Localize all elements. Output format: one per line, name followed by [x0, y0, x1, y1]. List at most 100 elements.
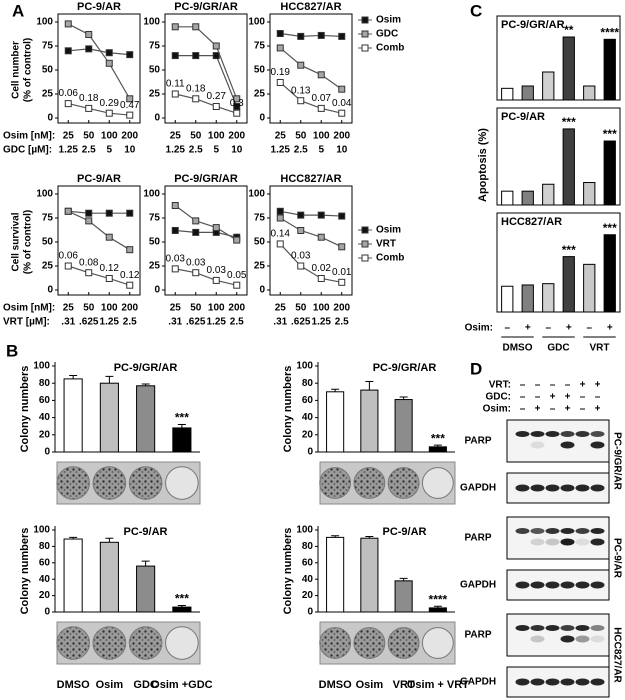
x-tick-label: .31: [168, 317, 182, 328]
x-row-label: Osim [nM]:: [3, 303, 55, 314]
data-point: [233, 281, 241, 289]
data-point: [233, 109, 241, 117]
x-tick-label: 50: [83, 303, 95, 314]
x-tick-label: 1.25: [271, 145, 291, 156]
bar: [326, 536, 345, 613]
error-bar: [105, 537, 114, 543]
x-tick-label: 1.25: [166, 145, 186, 156]
data-point: [64, 262, 72, 270]
chart-title: PC-9/AR: [501, 111, 545, 123]
data-point: [192, 228, 200, 236]
x-tick-label: 1.25: [59, 145, 79, 156]
data-point: [126, 246, 134, 254]
panel-label: B: [6, 341, 18, 360]
ci-label: 0.18: [186, 83, 206, 94]
y-tick-label: 50: [42, 237, 54, 248]
series-line: [68, 210, 130, 214]
colony-plate: [92, 626, 127, 660]
treatment-sign: –: [550, 404, 556, 415]
data-point: [233, 102, 241, 110]
band: [560, 625, 575, 631]
band-label: PARP: [464, 630, 491, 641]
error-bar: [365, 536, 374, 539]
x-tick-label: 5: [106, 145, 112, 156]
error-bar: [399, 577, 408, 581]
band: [575, 528, 590, 534]
y-tick-label: 60: [302, 395, 314, 406]
bar: [394, 580, 413, 613]
y-tick-label: 40: [302, 412, 314, 423]
bar: [603, 140, 616, 206]
y-tick-label: 0: [307, 607, 313, 618]
data-point: [85, 269, 93, 277]
band-label: GAPDH: [460, 677, 496, 688]
y-tick-label: 0: [154, 113, 160, 124]
x-tick-label: 100: [101, 303, 118, 314]
error-bar: [331, 388, 340, 392]
data-point: [126, 95, 134, 103]
y-tick-label: 100: [143, 189, 160, 200]
error-bar: [69, 536, 78, 540]
series-line: [68, 265, 130, 286]
x-tick-label: 100: [101, 131, 118, 142]
band: [560, 441, 575, 449]
significance: ****: [429, 592, 448, 606]
x-tick-label: 25: [275, 303, 287, 314]
band: [530, 431, 545, 437]
x-tick-label: 50: [190, 303, 202, 314]
y-tick-label: 80: [39, 378, 51, 389]
ci-label: 0.12: [100, 263, 120, 274]
x-tick-label: 50: [295, 303, 307, 314]
data-point: [338, 212, 346, 220]
data-point: [233, 95, 241, 103]
data-point: [126, 281, 134, 289]
band: [515, 678, 530, 686]
treatment-sign: +: [580, 380, 586, 391]
band: [545, 431, 560, 437]
band-label: PARP: [464, 533, 491, 544]
data-point: [233, 236, 241, 244]
x-tick-label: 200: [121, 303, 138, 314]
blot-frame: [506, 419, 610, 463]
y-axis-label: (% of control): [23, 38, 34, 102]
error-bar: [177, 604, 186, 608]
x-tick-label: .625: [186, 317, 206, 328]
ci-label: 0.27: [207, 91, 227, 102]
x-tick-label: DMSO: [57, 679, 90, 691]
colony-plate: [421, 627, 454, 659]
band: [575, 538, 590, 546]
chart-title: PC-9/AR: [77, 173, 121, 185]
y-tick-label: 25: [149, 89, 161, 100]
band: [545, 484, 560, 492]
bar: [360, 537, 379, 613]
group-label: GDC: [547, 343, 569, 354]
chart-title: HCC827/AR: [280, 173, 341, 185]
ci-label: 0.04: [332, 98, 352, 109]
data-point: [105, 233, 113, 241]
legend-label: VRT: [376, 239, 396, 250]
band: [590, 431, 605, 437]
bar: [603, 38, 616, 101]
error-bar: [365, 380, 374, 391]
colony-plate: [387, 467, 420, 499]
band: [590, 484, 605, 492]
error-bar: [69, 374, 78, 379]
y-axis-label: (% of control): [23, 210, 34, 274]
x-tick-label: 100: [208, 303, 225, 314]
band: [560, 635, 575, 643]
blot-frame: [506, 516, 610, 560]
band: [515, 528, 530, 534]
ci-label: 0.13: [291, 85, 311, 96]
plot-frame: [496, 107, 621, 206]
band: [530, 581, 545, 589]
x-tick-label: .625: [291, 317, 311, 328]
data-point: [171, 202, 179, 210]
treatment-sign: +: [595, 404, 601, 415]
data-point: [192, 52, 200, 60]
data-point: [171, 90, 179, 98]
treatment-label: GDC:: [485, 392, 511, 403]
data-point: [105, 274, 113, 282]
bar: [603, 234, 616, 313]
band: [560, 528, 575, 534]
series-line: [279, 47, 343, 90]
